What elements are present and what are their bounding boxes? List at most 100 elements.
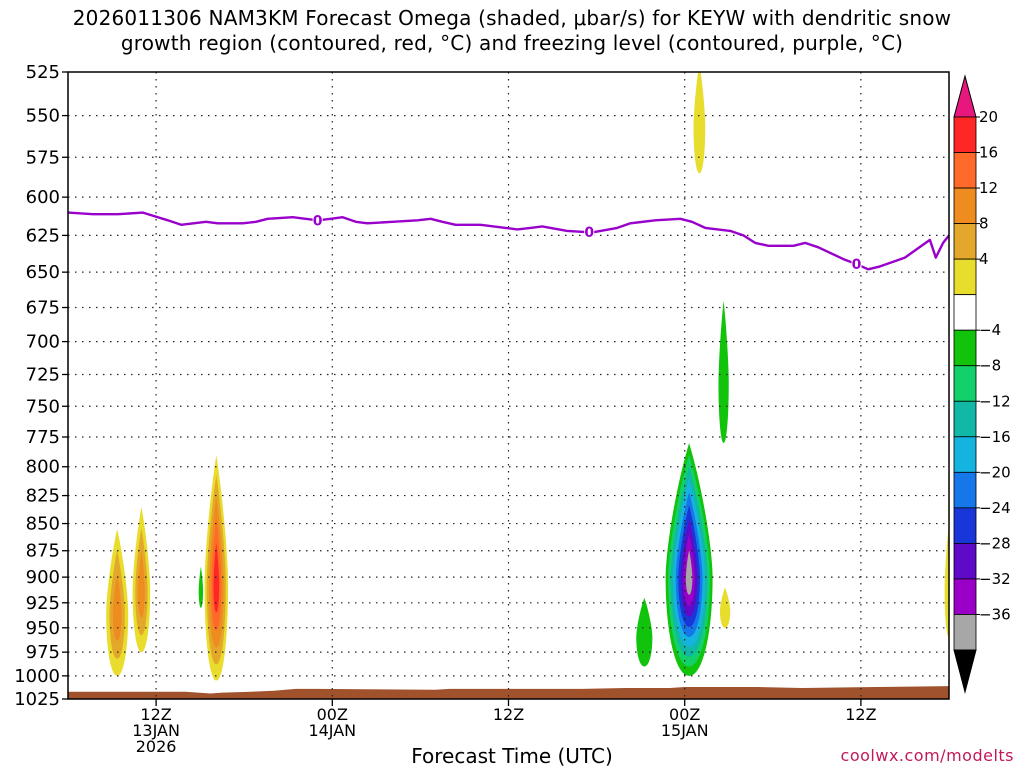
x-tick-label: 14JAN xyxy=(308,721,356,740)
x-tick-label: 00Z xyxy=(669,705,700,724)
y-axis: 525 550 575 600 625 650 675 700 725 750 775 800 825 8… xyxy=(14,62,68,710)
omega-contour--36 xyxy=(685,550,693,595)
chart-title: 2026011306 NAM3KM Forecast Omega (shaded… xyxy=(0,6,1024,56)
colorbar-segment xyxy=(953,223,977,260)
y-tick-label: 975 xyxy=(26,642,60,663)
colorbar-segment xyxy=(953,507,977,544)
freezing-label-bg xyxy=(851,256,862,273)
colorbar-tick-label: −20 xyxy=(979,463,1011,481)
colorbar-segment xyxy=(953,471,977,509)
y-tick-label: 675 xyxy=(26,298,60,319)
y-tick-label: 775 xyxy=(26,427,60,448)
omega-cell-rising-strong-13jan xyxy=(204,454,229,681)
freezing-level-label: 0 xyxy=(852,257,862,273)
omega-shading xyxy=(106,72,949,681)
omega-contour--4 xyxy=(636,597,653,667)
omega-cell-rising-edge-16jan xyxy=(944,523,949,638)
y-tick-label: 950 xyxy=(26,618,60,639)
freezing-level-layer: 0 0 0 xyxy=(68,211,949,273)
y-tick-label: 600 xyxy=(26,187,60,208)
y-tick-label: 525 xyxy=(26,62,60,83)
freezing-level-label: 0 xyxy=(584,225,594,241)
colorbar-segment xyxy=(953,578,977,615)
x-tick-label: 15JAN xyxy=(661,721,709,740)
omega-contour-4 xyxy=(719,587,731,628)
omega-cell-sinking-low-15jan xyxy=(636,597,653,667)
freezing-label-bg xyxy=(312,212,323,229)
terrain-fill xyxy=(68,686,949,699)
colorbar-tick-label: 16 xyxy=(979,144,998,162)
colorbar-segment xyxy=(953,436,977,473)
y-tick-label: 725 xyxy=(26,364,60,385)
omega-contour-12 xyxy=(112,573,122,641)
y-tick-label: 925 xyxy=(26,593,60,614)
colorbar-tick-label: −12 xyxy=(979,392,1011,410)
colorbar-segment xyxy=(953,365,977,402)
x-tick-label: 12Z xyxy=(140,705,171,724)
x-tick-label: 12Z xyxy=(845,705,876,724)
omega-cell-rising-top-15jan xyxy=(693,72,706,174)
y-tick-label: 900 xyxy=(26,567,60,588)
colorbar-segment xyxy=(953,187,977,224)
colorbar-tick-label: −36 xyxy=(979,605,1011,623)
y-tick-label: 800 xyxy=(26,457,60,478)
colorbar-tick-label: 4 xyxy=(979,250,989,268)
y-tick-label: 1000 xyxy=(14,666,60,687)
colorbar-tick-label: −24 xyxy=(979,499,1011,517)
colorbar-segment xyxy=(953,614,977,651)
colorbar-segment xyxy=(953,329,977,367)
source-credit: coolwx.com/modelts xyxy=(840,746,1014,765)
y-tick-label: 700 xyxy=(26,332,60,353)
y-tick-label: 1025 xyxy=(14,689,60,710)
omega-contour-12 xyxy=(137,551,145,618)
y-tick-label: 575 xyxy=(26,147,60,168)
omega-cell-sinking-strong-15jan xyxy=(665,443,713,676)
colorbar-segment xyxy=(953,400,977,438)
x-tick-label: 13JAN xyxy=(132,721,180,740)
colorbar-segment xyxy=(953,543,977,580)
x-tick-label: 00Z xyxy=(317,705,348,724)
y-tick-label: 750 xyxy=(26,396,60,417)
x-axis-label: Forecast Time (UTC) xyxy=(411,744,613,768)
omega-cell-sinking-mid-15jan xyxy=(718,300,729,444)
colorbar-tick-label: 8 xyxy=(979,215,989,233)
colorbar-bottom-triangle xyxy=(953,649,977,694)
freezing-level-label: 0 xyxy=(313,213,323,229)
y-tick-label: 850 xyxy=(26,514,60,535)
chart-title-line-1: 2026011306 NAM3KM Forecast Omega (shaded… xyxy=(72,6,952,30)
y-tick-label: 825 xyxy=(26,486,60,507)
y-tick-label: 650 xyxy=(26,262,60,283)
omega-contour--4 xyxy=(198,566,204,608)
colorbar-tick-label: −16 xyxy=(979,428,1011,446)
colorbar-tick-label: −4 xyxy=(979,321,1001,339)
freezing-level-line xyxy=(68,211,949,271)
colorbar-tick-label: 12 xyxy=(979,179,998,197)
colorbar-tick-label: 20 xyxy=(979,108,998,126)
colorbar-tick-label: −28 xyxy=(979,534,1011,552)
y-tick-label: 550 xyxy=(26,106,60,127)
omega-contour-4 xyxy=(693,72,706,174)
omega-cell-rising-early-2 xyxy=(132,506,151,653)
colorbar-segment xyxy=(953,258,977,296)
colorbar-segment xyxy=(953,152,977,189)
freezing-label-bg xyxy=(584,224,595,241)
colorbar-segment xyxy=(953,294,977,331)
omega-contour--4 xyxy=(718,300,729,444)
omega-contour-20 xyxy=(213,543,220,613)
omega-cell-sinking-small-13jan xyxy=(198,566,204,608)
x-tick-label: 12Z xyxy=(493,705,524,724)
omega-contour-4 xyxy=(944,523,949,638)
terrain-layer xyxy=(68,686,949,699)
colorbar-tick-label: −8 xyxy=(979,357,1001,375)
colorbar-segment xyxy=(953,116,977,153)
colorbar: 20 16 12 8 4 −4 −8 −12 −16 −20 −24 −28 −32 −36 xyxy=(953,74,1011,694)
x-tick-label: 2026 xyxy=(136,737,177,756)
y-tick-label: 625 xyxy=(26,225,60,246)
colorbar-tick-label: −32 xyxy=(979,570,1011,588)
colorbar-top-triangle xyxy=(953,74,977,118)
omega-cell-rising-small-15jan xyxy=(719,587,731,628)
y-tick-label: 875 xyxy=(26,541,60,562)
chart-title-line-2: growth region (contoured, red, °C) and f… xyxy=(120,31,904,55)
